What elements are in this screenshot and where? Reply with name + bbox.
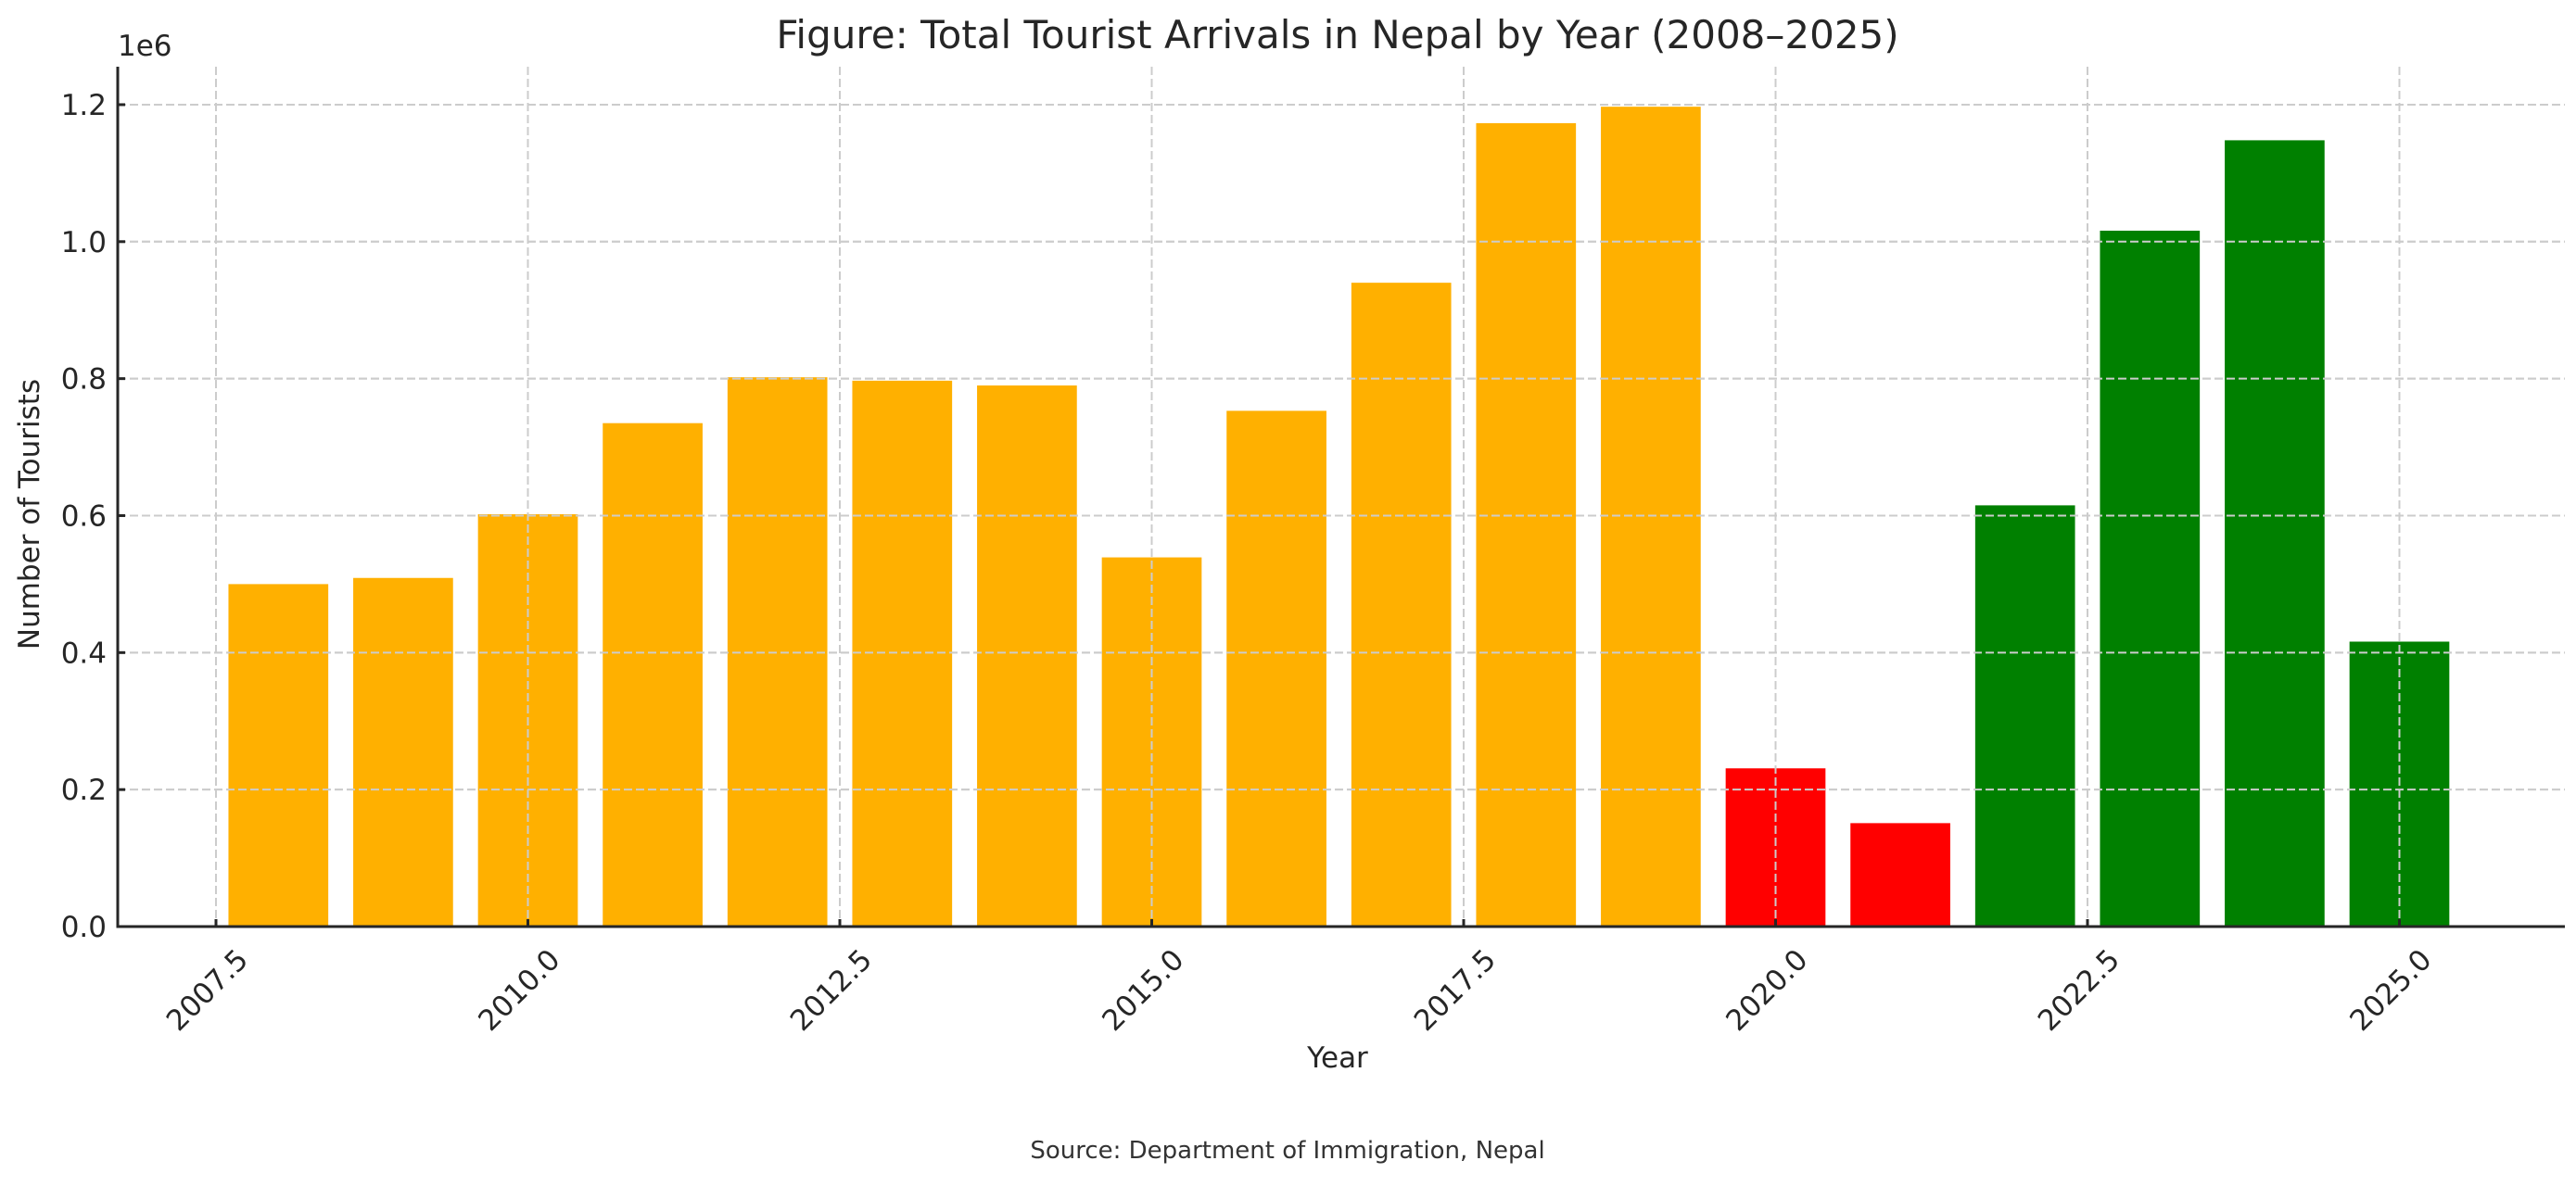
x-axis-label: Year xyxy=(1306,1041,1368,1075)
bar-2011 xyxy=(603,423,703,927)
bar-2016 xyxy=(1226,410,1326,927)
bar-2023 xyxy=(2100,230,2201,927)
y-tick-label: 0.8 xyxy=(61,363,107,397)
x-tick-label: 2015.0 xyxy=(1096,943,1190,1038)
bar-2019 xyxy=(1601,107,1701,927)
y-tick-label: 0.2 xyxy=(61,774,107,807)
x-tick-label: 2010.0 xyxy=(472,943,566,1038)
x-tick-label: 2007.5 xyxy=(160,943,255,1038)
bar-2013 xyxy=(852,380,953,927)
y-tick-label: 0.0 xyxy=(61,911,107,944)
bar-2021 xyxy=(1850,823,1950,927)
vertical-grid-lines xyxy=(118,67,2565,927)
bar-2017 xyxy=(1351,283,1452,927)
bar-2024 xyxy=(2225,140,2325,927)
bar-2009 xyxy=(353,577,453,927)
bar-2022 xyxy=(1974,505,2075,927)
y-axis-offset-label: 1e6 xyxy=(118,30,172,63)
x-tick-label: 2025.0 xyxy=(2343,943,2438,1038)
bar-2018 xyxy=(1476,122,1577,927)
bar-2014 xyxy=(977,385,1077,927)
y-axis-label: Number of Tourists xyxy=(13,379,46,650)
bar-2008 xyxy=(228,584,329,927)
x-tick-label: 2020.0 xyxy=(1719,943,1814,1038)
source-note: Source: Department of Immigration, Nepal xyxy=(1030,1137,1544,1165)
chart-title: Figure: Total Tourist Arrivals in Nepal … xyxy=(776,12,1898,57)
x-tick-label: 2012.5 xyxy=(784,943,879,1038)
bars xyxy=(228,107,2450,927)
y-axis-ticks: 0.0 0.2 0.4 0.6 0.8 1.0 1.2 xyxy=(61,89,125,944)
x-tick-label: 2022.5 xyxy=(2032,943,2126,1038)
axes xyxy=(116,67,2565,928)
y-tick-label: 0.6 xyxy=(61,499,107,533)
y-tick-label: 0.4 xyxy=(61,637,107,670)
x-tick-label: 2017.5 xyxy=(1408,943,1503,1038)
y-tick-label: 1.0 xyxy=(61,226,107,259)
y-tick-label: 1.2 xyxy=(61,89,107,122)
x-axis-ticks: 2007.5 2010.0 2012.5 2015.0 2017.5 2020.0 2022… xyxy=(160,919,2439,1038)
